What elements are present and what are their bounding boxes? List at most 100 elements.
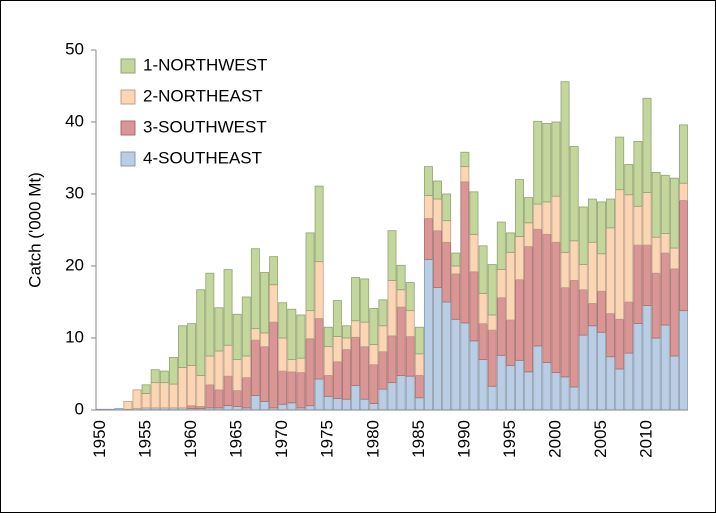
- bar-segment: [578, 264, 588, 291]
- bar-segment: [633, 323, 643, 411]
- bar-segment: [505, 364, 515, 411]
- bar-segment: [678, 124, 688, 184]
- bar-segment: [414, 375, 424, 399]
- bar-segment: [496, 354, 506, 411]
- bar-segment: [351, 336, 361, 386]
- bar-segment: [651, 171, 661, 238]
- bar-segment: [159, 370, 169, 384]
- bar-segment: [578, 206, 588, 265]
- bar-segment: [542, 362, 552, 411]
- bar-segment: [278, 302, 288, 339]
- bar-segment: [423, 195, 433, 219]
- bar-segment: [387, 279, 397, 337]
- bar-segment: [396, 306, 406, 376]
- x-tick-label: 1955: [136, 420, 155, 458]
- bar-segment: [597, 290, 606, 333]
- x-tick-label: 1975: [318, 420, 337, 458]
- x-tick-label: 1990: [454, 420, 473, 458]
- bar-segment: [232, 405, 242, 411]
- bar-segment: [223, 375, 233, 407]
- bar-segment: [505, 251, 515, 321]
- bar-segment: [369, 403, 379, 411]
- bar-segment: [159, 382, 169, 409]
- x-tick-label: 1970: [272, 420, 291, 458]
- bar-segment: [533, 120, 543, 205]
- bar-segment: [123, 400, 133, 410]
- bar-segment: [351, 320, 361, 338]
- bar-segment: [296, 357, 306, 373]
- bar-segment: [642, 305, 652, 411]
- bar-segment: [515, 236, 524, 281]
- bar-segment: [196, 375, 206, 407]
- bar-segment: [533, 203, 543, 230]
- bar-segment: [569, 386, 579, 411]
- bar-segment: [223, 344, 233, 377]
- bar-segment: [360, 321, 370, 348]
- bar-segment: [150, 382, 160, 409]
- bar-segment: [387, 230, 397, 281]
- bar-segment: [578, 334, 588, 411]
- bar-segment: [414, 326, 424, 355]
- bar-segment: [296, 314, 306, 359]
- bar-segment: [387, 382, 397, 411]
- bar-segment: [323, 326, 333, 348]
- bar-segment: [597, 331, 606, 411]
- bar-segment: [560, 251, 570, 289]
- bar-segment: [487, 385, 497, 411]
- bar-segment: [342, 337, 351, 350]
- bar-segment: [378, 325, 388, 353]
- bar-segment: [405, 336, 415, 377]
- bar-segment: [642, 192, 652, 246]
- bar-segment: [369, 308, 379, 345]
- bar-segment: [633, 205, 643, 246]
- bar-segment: [250, 248, 260, 330]
- bar-segment: [187, 364, 197, 407]
- bar-segment: [405, 310, 415, 337]
- bar-segment: [678, 310, 688, 411]
- y-axis-label: Catch ('000 Mt): [25, 172, 44, 288]
- bar-segment: [451, 273, 461, 320]
- bar-segment: [615, 136, 625, 191]
- bar-segment: [214, 389, 224, 409]
- x-tick-label: 1985: [409, 420, 428, 458]
- bar-segment: [615, 318, 625, 370]
- x-tick-label: 2005: [591, 420, 610, 458]
- bar-segment: [342, 349, 351, 400]
- bar-segment: [241, 355, 251, 379]
- bar-segment: [205, 384, 215, 409]
- x-tick-label: 2010: [636, 420, 655, 458]
- bar-segment: [332, 300, 342, 337]
- bar-segment: [460, 181, 470, 324]
- bar-segment: [423, 259, 433, 411]
- bar-segment: [323, 395, 333, 411]
- bar-segment: [332, 398, 342, 411]
- bar-segment: [669, 355, 679, 411]
- bar-segment: [396, 264, 406, 291]
- bar-segment: [642, 97, 652, 193]
- bar-segment: [241, 377, 251, 409]
- bar-segment: [287, 359, 297, 373]
- bar-segment: [351, 277, 361, 322]
- bar-segment: [451, 252, 461, 267]
- bar-segment: [487, 314, 497, 331]
- bar-segment: [314, 378, 324, 411]
- bar-segment: [250, 328, 260, 341]
- legend-label: 3-SOUTHWEST: [143, 117, 267, 136]
- bar-segment: [178, 325, 187, 368]
- bar-segment: [260, 272, 269, 334]
- bar-segment: [560, 287, 570, 378]
- bar-segment: [487, 329, 497, 387]
- x-tick-label: 1950: [90, 420, 109, 458]
- bar-segment: [332, 336, 342, 363]
- bar-segment: [578, 289, 588, 336]
- y-tick-label: 20: [65, 255, 84, 274]
- bar-segment: [515, 279, 524, 361]
- bar-segment: [587, 198, 597, 243]
- bar-segment: [405, 282, 415, 312]
- bar-segment: [396, 375, 406, 411]
- bar-segment: [269, 284, 279, 323]
- bar-segment: [551, 195, 561, 243]
- legend-label: 1-NORTHWEST: [143, 55, 267, 74]
- bar-segment: [587, 303, 597, 327]
- bar-segment: [178, 367, 187, 409]
